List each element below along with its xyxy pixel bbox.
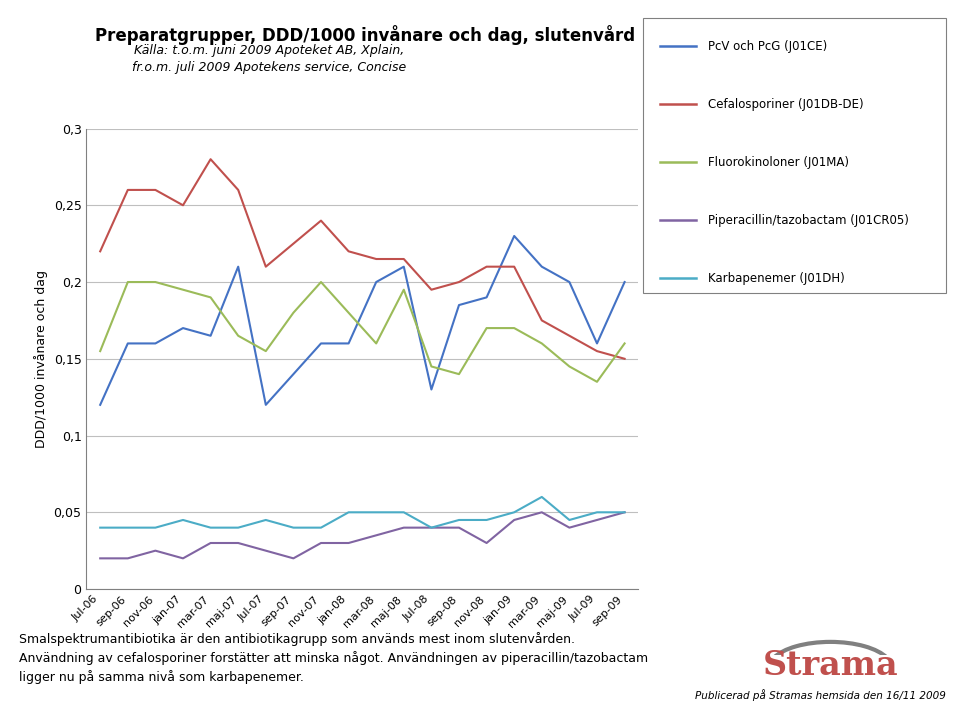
Text: Källa: t.o.m. juni 2009 Apoteket AB, Xplain,: Källa: t.o.m. juni 2009 Apoteket AB, Xpl… bbox=[133, 44, 404, 57]
Text: ligger nu på samma nivå som karbapenemer.: ligger nu på samma nivå som karbapenemer… bbox=[19, 670, 304, 685]
Text: Cefalosporiner (J01DB-DE): Cefalosporiner (J01DB-DE) bbox=[708, 98, 863, 111]
Text: Användning av cefalosporiner forstätter att minska något. Användningen av pipera: Användning av cefalosporiner forstätter … bbox=[19, 651, 648, 665]
Text: Publicerad på Stramas hemsida den 16/11 2009: Publicerad på Stramas hemsida den 16/11 … bbox=[695, 689, 946, 701]
Text: Preparatgrupper, DDD/1000 invånare och dag, slutenvård: Preparatgrupper, DDD/1000 invånare och d… bbox=[95, 25, 635, 45]
Text: Strama: Strama bbox=[762, 649, 899, 682]
Text: Smalspektrumantibiotika är den antibiotikagrupp som används mest inom slutenvård: Smalspektrumantibiotika är den antibioti… bbox=[19, 632, 575, 646]
Text: fr.o.m. juli 2009 Apotekens service, Concise: fr.o.m. juli 2009 Apotekens service, Con… bbox=[132, 61, 406, 74]
Y-axis label: DDD/1000 invånare och dag: DDD/1000 invånare och dag bbox=[34, 270, 48, 448]
Text: Fluorokinoloner (J01MA): Fluorokinoloner (J01MA) bbox=[708, 156, 849, 169]
Text: PcV och PcG (J01CE): PcV och PcG (J01CE) bbox=[708, 40, 827, 53]
Text: Piperacillin/tazobactam (J01CR05): Piperacillin/tazobactam (J01CR05) bbox=[708, 214, 908, 227]
Text: Karbapenemer (J01DH): Karbapenemer (J01DH) bbox=[708, 272, 844, 285]
